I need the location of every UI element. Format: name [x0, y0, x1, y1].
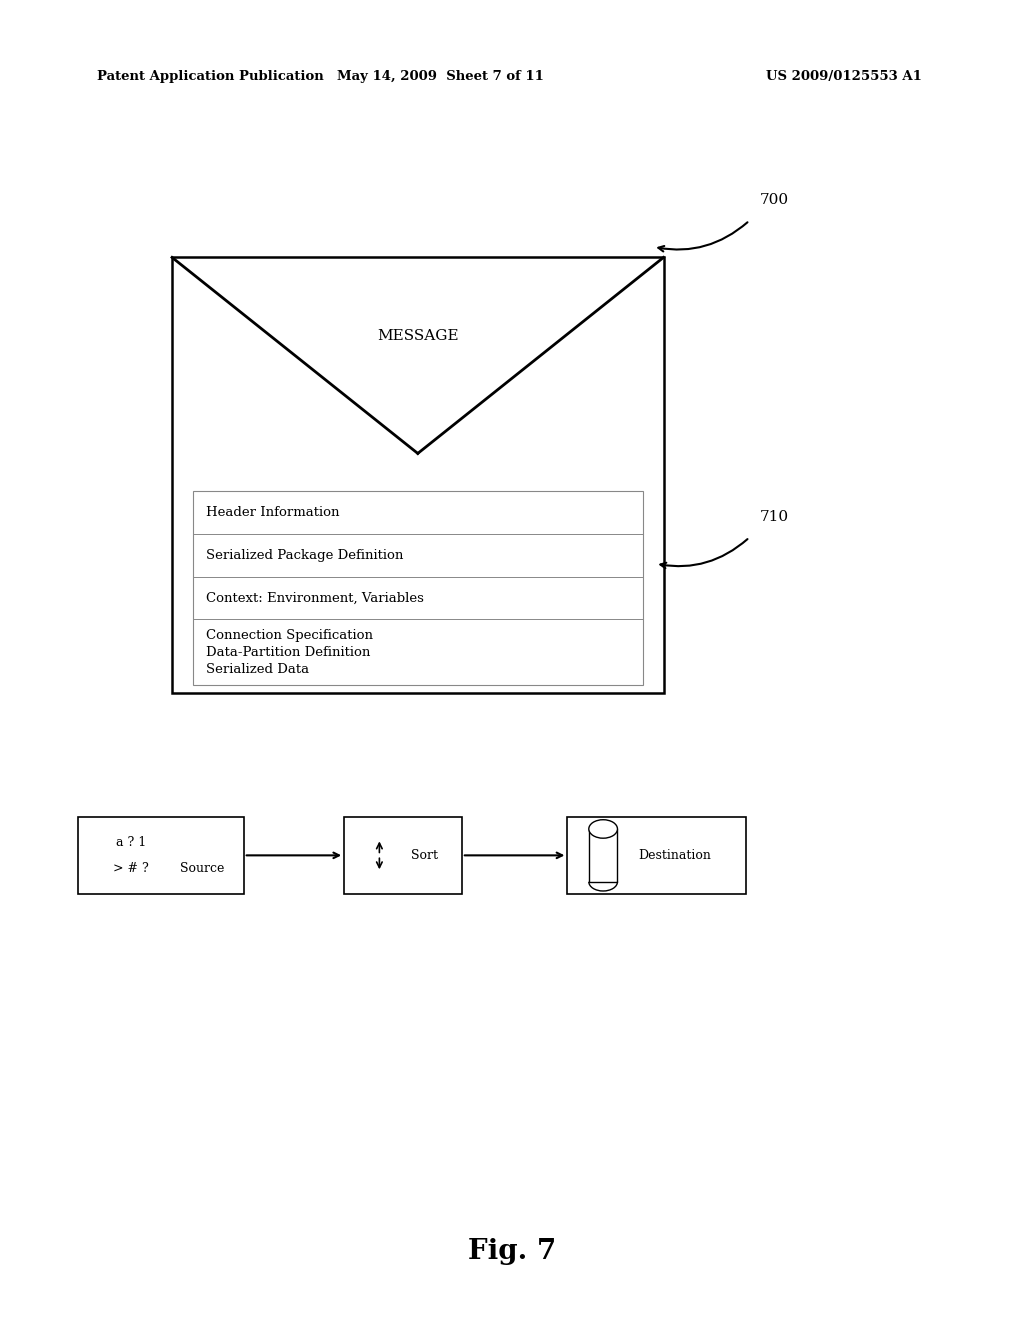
Text: Fig. 7: Fig. 7: [468, 1238, 556, 1265]
Text: US 2009/0125553 A1: US 2009/0125553 A1: [766, 70, 922, 83]
Text: 710: 710: [760, 510, 788, 524]
Text: Source: Source: [180, 862, 224, 875]
Bar: [78, 817, 244, 894]
Text: Context: Environment, Variables: Context: Environment, Variables: [206, 591, 424, 605]
Text: a ? 1: a ? 1: [116, 836, 146, 849]
Text: Destination: Destination: [638, 849, 712, 862]
Bar: [172, 257, 664, 693]
Text: Connection Specification
Data-Partition Definition
Serialized Data: Connection Specification Data-Partition …: [206, 628, 373, 676]
Ellipse shape: [589, 820, 617, 838]
Text: MESSAGE: MESSAGE: [377, 329, 459, 343]
Text: Header Information: Header Information: [206, 506, 339, 519]
Text: Serialized Package Definition: Serialized Package Definition: [206, 549, 403, 562]
Bar: [567, 817, 746, 894]
Text: > # ?: > # ?: [113, 862, 148, 875]
Bar: [589, 829, 617, 882]
Bar: [193, 491, 643, 685]
Text: Sort: Sort: [411, 849, 437, 862]
Text: May 14, 2009  Sheet 7 of 11: May 14, 2009 Sheet 7 of 11: [337, 70, 544, 83]
Text: 700: 700: [760, 193, 788, 207]
Text: Patent Application Publication: Patent Application Publication: [97, 70, 324, 83]
Bar: [344, 817, 462, 894]
